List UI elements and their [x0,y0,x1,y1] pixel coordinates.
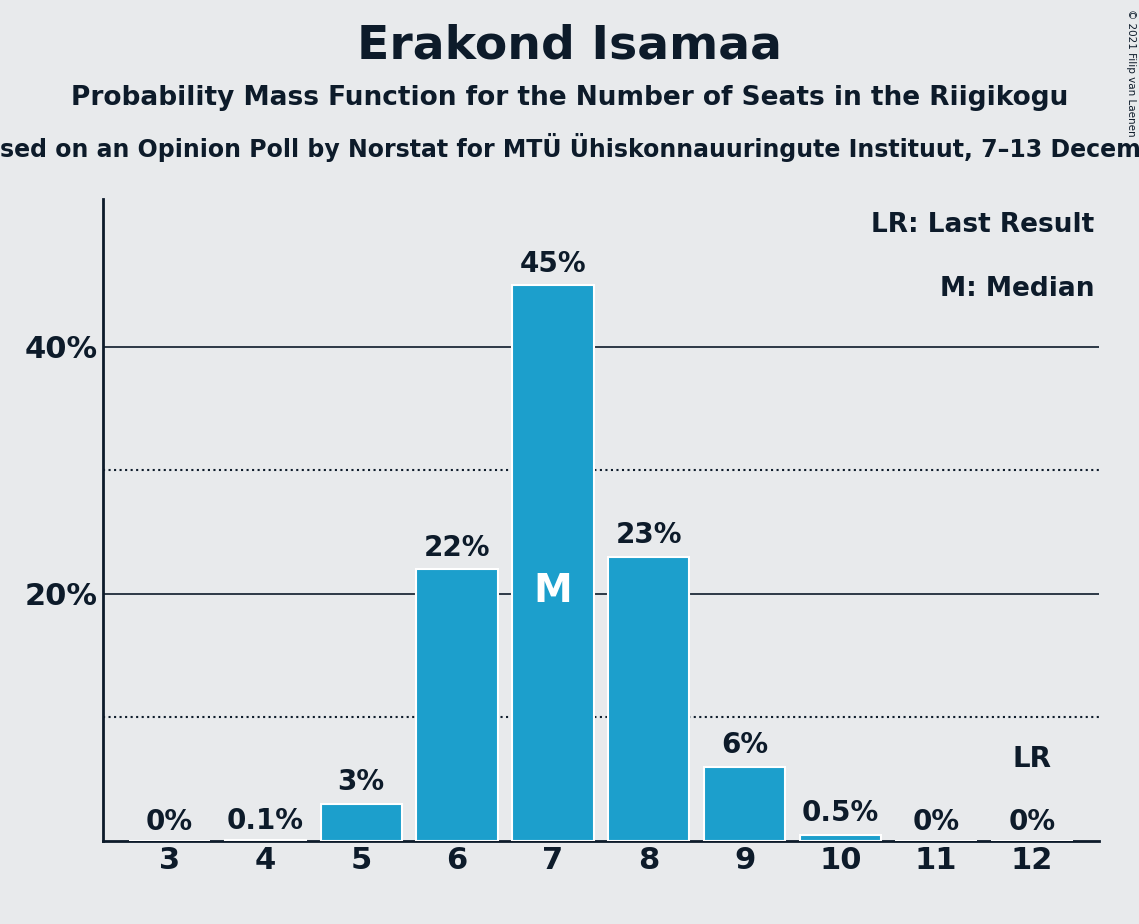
Text: 3%: 3% [337,769,385,796]
Bar [608,557,689,841]
Text: 23%: 23% [615,521,682,550]
Bar [513,286,593,841]
Text: 0%: 0% [912,808,960,836]
Text: 6%: 6% [721,731,768,760]
Text: 45%: 45% [519,249,587,278]
Text: Probability Mass Function for the Number of Seats in the Riigikogu: Probability Mass Function for the Number… [71,85,1068,111]
Text: 0%: 0% [146,808,194,836]
Bar [800,834,882,841]
Text: © 2021 Filip van Laenen: © 2021 Filip van Laenen [1125,9,1136,137]
Text: LR: LR [1013,745,1051,772]
Text: 22%: 22% [424,534,490,562]
Text: LR: Last Result: LR: Last Result [871,212,1095,237]
Bar [417,569,498,841]
Text: 0.1%: 0.1% [227,807,304,834]
Text: M: M [533,572,572,610]
Text: 0.5%: 0.5% [802,799,879,827]
Bar [224,840,306,841]
Text: 0%: 0% [1008,808,1056,836]
Text: Erakond Isamaa: Erakond Isamaa [357,23,782,68]
Text: sed on an Opinion Poll by Norstat for MTÜ Ühiskonnauuringute Instituut, 7–13 Dec: sed on an Opinion Poll by Norstat for MT… [0,133,1139,162]
Text: M: Median: M: Median [940,275,1095,302]
Bar [704,767,785,841]
Bar [320,804,402,841]
